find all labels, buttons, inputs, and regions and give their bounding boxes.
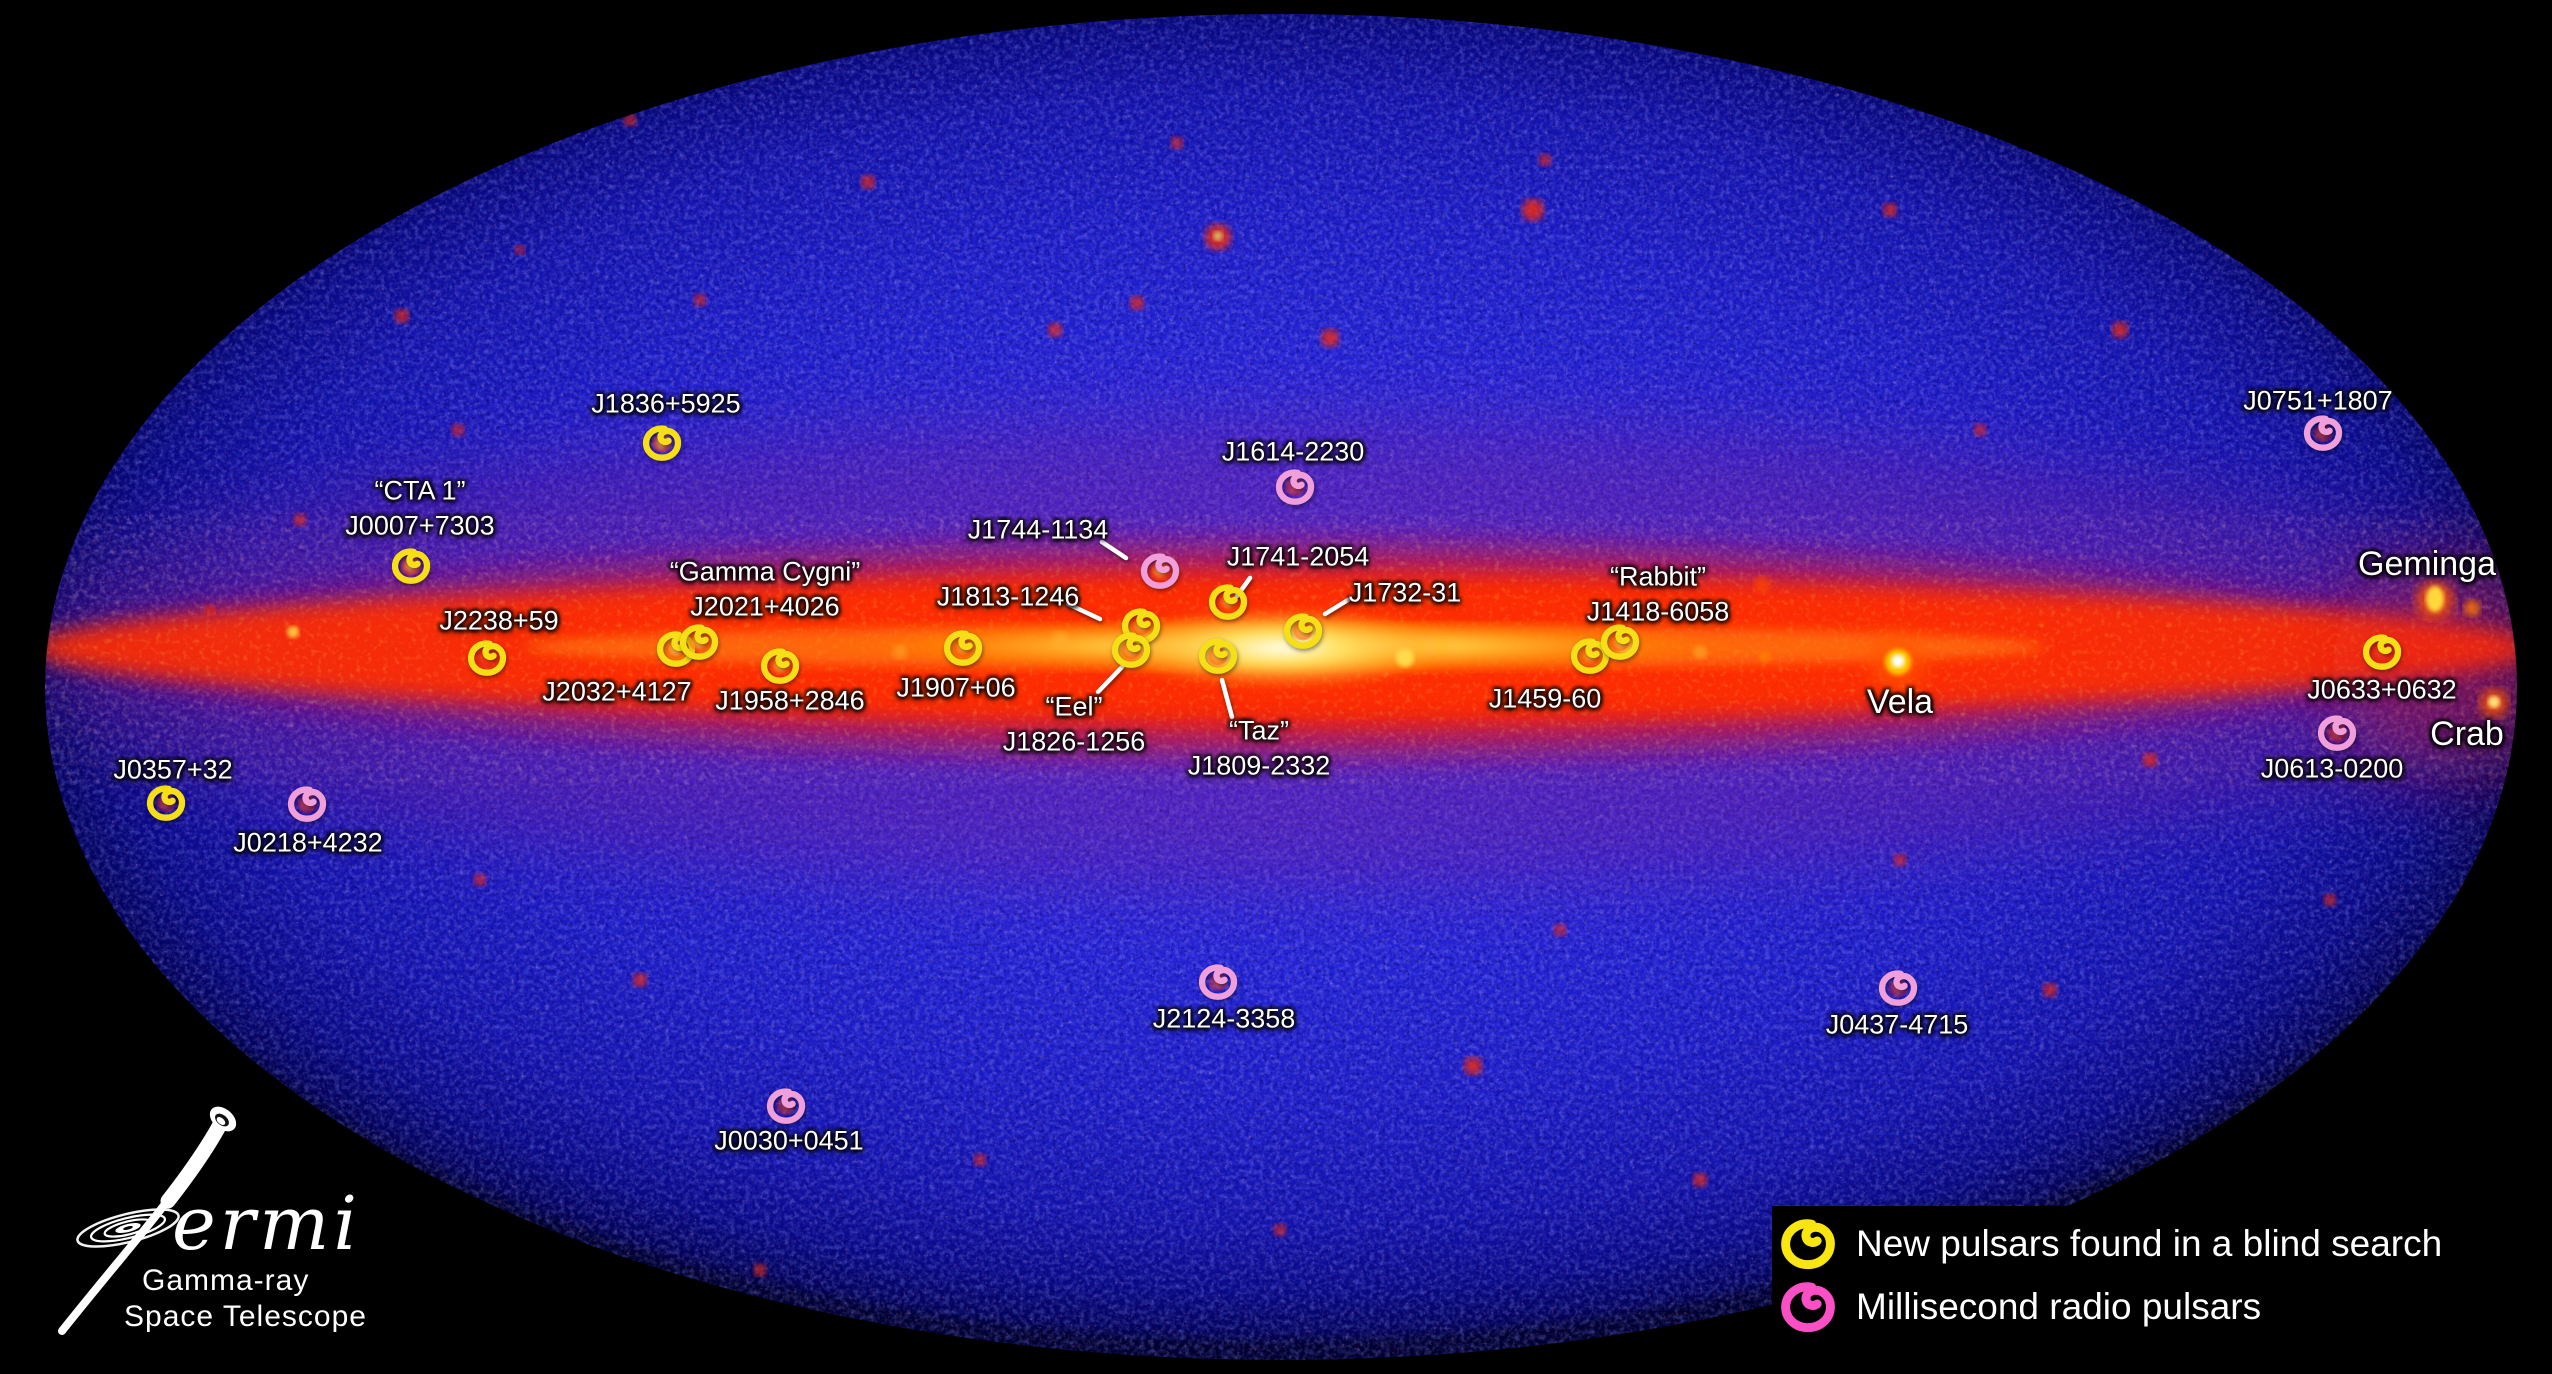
pulsar-label-j0633+0632: J0633+0632 [2307, 674, 2457, 705]
pulsar-ring-j1418-6058 [1600, 624, 1640, 661]
pulsar-label-j2032+4127: J2032+4127 [542, 676, 692, 707]
legend-label-millisecond: Millisecond radio pulsars [1856, 1286, 2262, 1327]
pulsar-ring-j0751+1807 [2303, 415, 2343, 452]
magenta-loop-icon [1780, 1281, 1836, 1333]
pulsar-ring-j1459-60 [1570, 638, 1610, 675]
legend-label-blind-search: New pulsars found in a blind search [1856, 1223, 2443, 1264]
pulsar-ring-j0613-0200 [2317, 715, 2357, 752]
legend-backdrop [1772, 1206, 2552, 1374]
pulsar-label-j0030+0451: J0030+0451 [714, 1125, 864, 1156]
pulsar-ring-j1813-1246 [1121, 608, 1161, 645]
pulsar-label-j0613-0200: J0613-0200 [2260, 753, 2404, 784]
pulsar-ring-j1614-2230 [1275, 469, 1315, 506]
pulsar-ring-j1744-1134 [1140, 553, 1180, 590]
bright-source-vela [1871, 635, 1925, 689]
pulsar-label-j1826-1256: “Eel” J1826-1256 [1002, 691, 1146, 756]
pulsar-ring-j0437-4715 [1878, 970, 1918, 1007]
pulsar-label-j1809-2332: “Taz” J1809-2332 [1187, 715, 1331, 780]
pulsar-label-j1741-2054: J1741-2054 [1226, 541, 1370, 572]
legend-item-blind-search: New pulsars found in a blind search [1780, 1218, 2442, 1270]
pulsar-ring-j0633+0632 [2362, 634, 2402, 671]
pulsar-label-j1907+06: J1907+06 [896, 672, 1016, 703]
pulsar-ring-j0357+32 [146, 785, 186, 822]
pulsar-ring-j1741-2054 [1208, 584, 1248, 621]
pulsar-ring-j2238+59 [467, 640, 507, 677]
pulsar-label-j0437-4715: J0437-4715 [1825, 1009, 1969, 1040]
pulsar-label-j2021+4026: “Gamma Cygni” J2021+4026 [669, 556, 861, 621]
pulsar-label-j0357+32: J0357+32 [113, 754, 233, 785]
source-label-crab: Crab [2430, 715, 2504, 754]
pulsar-label-j2124-3358: J2124-3358 [1152, 1003, 1296, 1034]
pulsar-label-j1958+2846: J1958+2846 [715, 685, 865, 716]
bright-source-crab [2480, 689, 2508, 717]
pulsar-ring-j1809-2332 [1198, 638, 1238, 675]
legend: New pulsars found in a blind search Mill… [1780, 1218, 2442, 1333]
source-label-vela: Vela [1866, 683, 1934, 722]
logo-tagline-line1: Gamma-ray [142, 1264, 310, 1297]
pulsar-ring-j1836+5925 [642, 425, 682, 462]
pulsar-label-j1459-60: J1459-60 [1488, 683, 1602, 714]
pulsar-ring-j1958+2846 [760, 648, 800, 685]
pulsar-label-j2238+59: J2238+59 [439, 605, 559, 636]
pulsar-ring-j1826-1256 [1111, 632, 1151, 669]
pulsar-label-j1614-2230: J1614-2230 [1221, 436, 1365, 467]
pulsar-ring-j2032+4127 [679, 624, 719, 661]
bright-source-geminga [2416, 581, 2480, 619]
source-label-geminga: Geminga [2358, 545, 2496, 584]
swoosh [58, 1106, 237, 1335]
pulsar-label-j1836+5925: J1836+5925 [591, 388, 741, 419]
scattered-sources [205, 114, 2336, 1276]
pulsar-label-j1744-1134: J1744-1134 [967, 514, 1109, 545]
pulsar-label-j1732-31: J1732-31 [1348, 577, 1462, 608]
pulsar-ring-j0007+7303 [391, 548, 431, 585]
pulsar-label-j0751+1807: J0751+1807 [2243, 385, 2393, 416]
fermi-logo: ermi Gamma-ray Space Telescope [40, 1085, 380, 1374]
fermi-logo-art [58, 1106, 237, 1335]
legend-item-millisecond: Millisecond radio pulsars [1780, 1281, 2442, 1333]
pulsar-ring-j0030+0451 [766, 1088, 806, 1125]
pulsar-ring-j1907+06 [943, 630, 983, 667]
galactic-plane [45, 417, 2517, 887]
pulsar-label-j0218+4232: J0218+4232 [233, 827, 383, 858]
pulsar-ring-j2124-3358 [1198, 964, 1238, 1001]
yellow-loop-icon [1780, 1218, 1836, 1270]
pulsar-ring-j0218+4232 [287, 786, 327, 823]
pulsar-ring-j1732-31 [1283, 613, 1323, 650]
pulsar-label-j1418-6058: “Rabbit” J1418-6058 [1586, 561, 1730, 626]
logo-wordmark: ermi [172, 1181, 362, 1267]
logo-tagline-line2: Space Telescope [124, 1300, 367, 1333]
pulsar-label-j1813-1246: J1813-1246 [936, 581, 1080, 612]
pulsar-label-j0007+7303: “CTA 1” J0007+7303 [345, 475, 495, 540]
